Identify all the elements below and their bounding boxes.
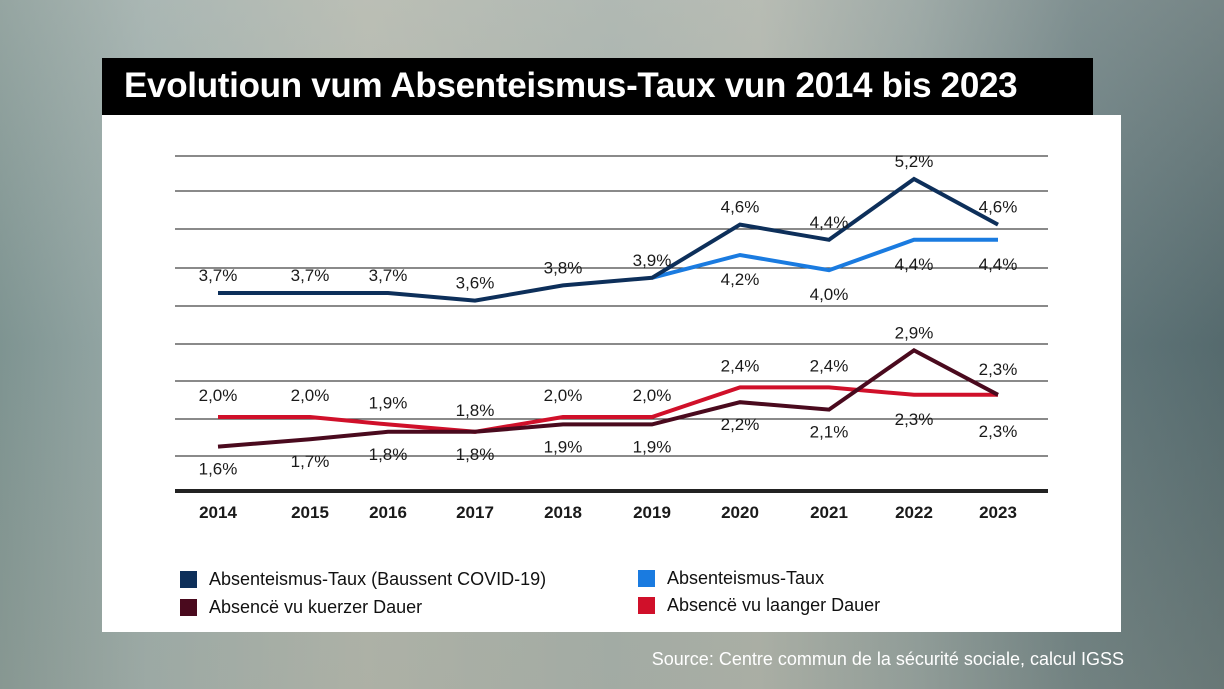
data-label-short: 2,3%: [979, 360, 1018, 379]
x-tick-label: 2017: [456, 503, 494, 522]
x-tick-label: 2014: [199, 503, 237, 522]
series-line-covid: [218, 176, 999, 303]
data-label-short: 1,7%: [291, 452, 330, 471]
data-label-long: 2,3%: [979, 422, 1018, 441]
data-label-long: 2,0%: [291, 386, 330, 405]
legend-label: Absenteismus-Taux: [667, 568, 825, 588]
data-label-long: 2,0%: [544, 386, 583, 405]
data-label-short: 1,9%: [633, 437, 672, 456]
legend-label: Absenteismus-Taux (Baussent COVID-19): [209, 569, 547, 589]
data-label-short: 2,9%: [895, 323, 934, 342]
data-label-covid: 3,7%: [291, 266, 330, 285]
data-label-covid: 4,4%: [810, 213, 849, 232]
data-label-total: 4,4%: [895, 255, 934, 274]
data-label-long: 2,0%: [633, 386, 672, 405]
legend-label: Absencë vu laanger Dauer: [667, 595, 881, 615]
data-label-total: 4,2%: [721, 270, 760, 289]
data-label-covid: 3,8%: [544, 258, 583, 277]
x-tick-label: 2018: [544, 503, 582, 522]
x-tick-label: 2023: [979, 503, 1017, 522]
title-bar: Evolutioun vum Absenteismus-Taux vun 201…: [102, 58, 1093, 115]
data-label-covid: 5,2%: [895, 152, 934, 171]
legend-label: Absencë vu kuerzer Dauer: [209, 597, 423, 617]
data-label-short: 1,9%: [544, 437, 583, 456]
legend-item-short: Absencë vu kuerzer Dauer: [180, 597, 422, 618]
data-label-long: 2,3%: [895, 410, 934, 429]
data-label-covid: 3,7%: [369, 266, 408, 285]
data-label-short: 1,6%: [199, 460, 238, 479]
data-label-covid: 3,7%: [199, 266, 238, 285]
data-label-short: 1,8%: [369, 445, 408, 464]
data-label-short: 2,2%: [721, 415, 760, 434]
legend-item-total: Absenteismus-Taux: [638, 568, 824, 589]
x-tick-label: 2020: [721, 503, 759, 522]
data-label-long: 2,0%: [199, 386, 238, 405]
data-label-long: 2,4%: [810, 356, 849, 375]
series-line-total: [651, 237, 998, 280]
legend-swatch-short: [180, 599, 197, 616]
x-tick-label: 2015: [291, 503, 329, 522]
data-label-total: 4,0%: [810, 285, 849, 304]
data-label-covid: 4,6%: [979, 198, 1018, 217]
data-label-long: 1,8%: [456, 401, 495, 420]
data-label-covid: 4,6%: [721, 198, 760, 217]
x-tick-label: 2016: [369, 503, 407, 522]
data-label-long: 2,4%: [721, 356, 760, 375]
legend-swatch-covid: [180, 571, 197, 588]
data-label-short: 2,1%: [810, 423, 849, 442]
line-chart: 2014 2015 2016 2017 2018 2019 2020 2021 2022 2023…: [175, 152, 1048, 522]
legend-swatch-total: [638, 570, 655, 587]
x-tick-label: 2019: [633, 503, 671, 522]
data-label-long: 1,9%: [369, 393, 408, 412]
legend-swatch-long: [638, 597, 655, 614]
data-label-covid: 3,9%: [633, 251, 672, 270]
legend-item-covid: Absenteismus-Taux (Baussent COVID-19): [180, 569, 546, 590]
data-label-covid: 3,6%: [456, 274, 495, 293]
series-line-short: [217, 348, 999, 449]
data-label-total: 4,4%: [979, 255, 1018, 274]
x-tick-label: 2021: [810, 503, 848, 522]
legend-item-long: Absencë vu laanger Dauer: [638, 595, 880, 616]
series-line-long: [218, 385, 998, 434]
x-tick-label: 2022: [895, 503, 933, 522]
data-label-short: 1,8%: [456, 445, 495, 464]
chart-panel: 2014 2015 2016 2017 2018 2019 2020 2021 2022 2023…: [102, 115, 1121, 632]
source-note: Source: Centre commun de la sécurité soc…: [651, 649, 1124, 669]
chart-title: Evolutioun vum Absenteismus-Taux vun 201…: [124, 66, 1018, 105]
